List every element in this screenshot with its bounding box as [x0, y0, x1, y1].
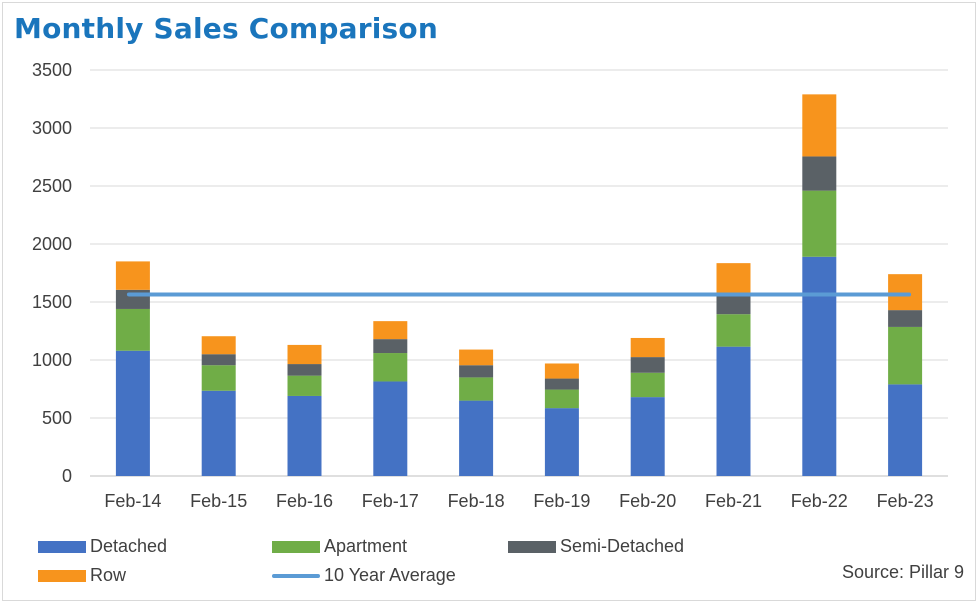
bar-detached-feb-22: [802, 256, 837, 476]
bar-row-feb-23: [888, 274, 923, 311]
bar-detached-feb-20: [630, 397, 665, 476]
bar-row-feb-17: [373, 321, 408, 340]
bar-detached-feb-21: [716, 346, 751, 476]
bar-apartment-feb-18: [459, 377, 494, 401]
bar-apartment-feb-23: [888, 326, 923, 385]
bar-row-feb-22: [802, 94, 837, 157]
bar-semi-detached-feb-21: [716, 293, 751, 315]
bar-semi-detached-feb-23: [888, 310, 923, 327]
bar-apartment-feb-20: [630, 372, 665, 398]
bar-detached-feb-15: [201, 390, 236, 476]
bar-row-feb-18: [459, 349, 494, 366]
bar-row-feb-21: [716, 263, 751, 294]
bar-detached-feb-18: [459, 400, 494, 476]
bar-semi-detached-feb-20: [630, 357, 665, 373]
bar-apartment-feb-22: [802, 190, 837, 257]
bar-apartment-feb-19: [544, 389, 579, 409]
y-tick-label-0: 0: [62, 466, 72, 486]
bar-detached-feb-17: [373, 381, 408, 476]
y-tick-label-1500: 1500: [32, 292, 72, 312]
bar-row-feb-15: [201, 336, 236, 355]
bar-apartment-feb-14: [115, 308, 150, 351]
bar-row-feb-20: [630, 337, 665, 358]
bar-detached-feb-19: [544, 408, 579, 476]
bar-semi-detached-feb-18: [459, 365, 494, 378]
y-tick-label-3000: 3000: [32, 118, 72, 138]
x-tick-label-feb-23: Feb-23: [877, 491, 934, 511]
y-tick-label-1000: 1000: [32, 350, 72, 370]
bar-row-feb-14: [115, 261, 150, 290]
x-tick-label-feb-15: Feb-15: [190, 491, 247, 511]
source-note: Source: Pillar 9: [841, 562, 964, 582]
x-tick-label-feb-16: Feb-16: [276, 491, 333, 511]
bar-semi-detached-feb-17: [373, 339, 408, 354]
bar-semi-detached-feb-16: [287, 364, 322, 376]
y-tick-label-2500: 2500: [32, 176, 72, 196]
x-tick-label-feb-14: Feb-14: [104, 491, 161, 511]
x-tick-label-feb-22: Feb-22: [791, 491, 848, 511]
bar-detached-feb-23: [888, 384, 923, 476]
x-tick-label-feb-18: Feb-18: [448, 491, 505, 511]
bar-apartment-feb-17: [373, 353, 408, 382]
bar-row-feb-19: [544, 363, 579, 379]
bar-semi-detached-feb-19: [544, 378, 579, 390]
bar-apartment-feb-15: [201, 365, 236, 391]
bar-apartment-feb-16: [287, 375, 322, 396]
y-tick-label-2000: 2000: [32, 234, 72, 254]
y-tick-label-500: 500: [42, 408, 72, 428]
y-tick-label-3500: 3500: [32, 60, 72, 80]
x-tick-label-feb-19: Feb-19: [533, 491, 590, 511]
bar-semi-detached-feb-15: [201, 354, 236, 366]
bar-detached-feb-14: [115, 350, 150, 476]
x-tick-label-feb-17: Feb-17: [362, 491, 419, 511]
bar-semi-detached-feb-22: [802, 156, 837, 191]
bar-row-feb-16: [287, 344, 322, 365]
x-tick-label-feb-21: Feb-21: [705, 491, 762, 511]
x-tick-label-feb-20: Feb-20: [619, 491, 676, 511]
bar-apartment-feb-21: [716, 314, 751, 347]
chart-title: Monthly Sales Comparison: [14, 12, 438, 45]
bar-detached-feb-16: [287, 395, 322, 476]
